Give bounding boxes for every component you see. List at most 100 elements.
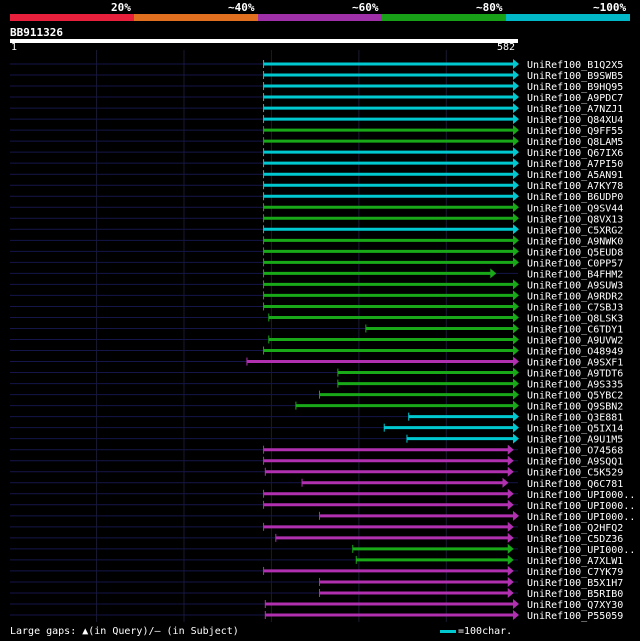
hit-label: UniRef100_A9NWK0	[527, 236, 623, 247]
hit-label: UniRef100_C0PP57	[527, 258, 623, 269]
hit-arrow	[513, 400, 519, 411]
hit-arrow	[513, 70, 519, 81]
hit-arrow	[507, 532, 514, 543]
hit-label: UniRef100_A9PDC7	[527, 93, 623, 104]
hit-arrow	[513, 510, 519, 521]
hit-label: UniRef100_Q9SBN2	[527, 402, 623, 413]
hit-label: UniRef100_Q3E881	[527, 413, 623, 424]
hit-label: UniRef100_Q8LSK3	[527, 313, 623, 324]
hit-arrow	[507, 565, 514, 576]
hit-label: UniRef100_A7KY78	[527, 181, 623, 192]
hit-arrow	[513, 202, 519, 213]
hit-arrow	[513, 136, 519, 147]
hit-arrow	[513, 301, 519, 312]
hit-arrow	[507, 543, 514, 554]
hit-label: UniRef100_A9SQQ1	[527, 457, 623, 468]
hit-label: UniRef100_Q84XU4	[527, 115, 623, 126]
hit-label: UniRef100_B1Q2X5	[527, 60, 623, 71]
legend-swatch	[10, 14, 134, 21]
hit-arrow	[513, 411, 519, 422]
query-end-label: 582	[497, 42, 516, 53]
query-id: BB911326	[10, 26, 63, 39]
hit-arrow	[513, 323, 519, 334]
hit-arrow	[513, 224, 519, 235]
query-bar	[10, 39, 518, 43]
hit-label: UniRef100_B5RIB0	[527, 589, 623, 600]
hit-label: UniRef100_UPI000..	[527, 501, 635, 512]
hit-arrow	[502, 477, 509, 488]
hit-label: UniRef100_Q67IX6	[527, 148, 623, 159]
hit-label: UniRef100_C7YK79	[527, 567, 623, 578]
hit-label: UniRef100_C5DZ36	[527, 534, 623, 545]
hit-arrow	[513, 180, 519, 191]
hit-arrow	[513, 433, 519, 444]
hit-arrow	[513, 334, 519, 345]
hit-label: UniRef100_B5X1H7	[527, 578, 623, 589]
hit-label: UniRef100_A9TDT6	[527, 369, 623, 380]
hit-label: UniRef100_Q7XY30	[527, 600, 623, 611]
query-start-label: 1	[11, 42, 18, 53]
hit-label: UniRef100_Q8VX13	[527, 214, 623, 225]
hit-label: UniRef100_Q5YBC2	[527, 391, 623, 402]
hit-label: UniRef100_B9HQ95	[527, 82, 623, 93]
hit-label: UniRef100_A9RDR2	[527, 291, 623, 302]
hit-label: UniRef100_C7SBJ3	[527, 302, 623, 313]
hit-label: UniRef100_UPI000..	[527, 545, 635, 556]
hit-label: UniRef100_O74568	[527, 446, 623, 457]
hit-arrow	[513, 235, 519, 246]
hit-arrow	[513, 356, 519, 367]
hit-arrow	[513, 257, 519, 268]
hit-arrow	[513, 169, 519, 180]
hit-label: UniRef100_Q9SV44	[527, 203, 623, 214]
hit-label: UniRef100_A7PI50	[527, 159, 623, 170]
legend-label: 20%	[111, 1, 131, 14]
legend-label: ~60%	[352, 1, 379, 14]
legend-swatch	[134, 14, 258, 21]
hit-arrow	[513, 367, 519, 378]
hit-arrow	[507, 587, 514, 598]
hit-arrow	[513, 246, 519, 257]
hit-arrow	[507, 521, 514, 532]
hit-label: UniRef100_Q9FF55	[527, 126, 623, 137]
hit-arrow	[507, 576, 514, 587]
hit-arrow	[513, 125, 519, 136]
scale-key: =100char.	[440, 626, 512, 637]
hit-label: UniRef100_B9SWB5	[527, 71, 623, 82]
scale-swatch	[440, 629, 456, 633]
hit-arrow	[513, 114, 519, 125]
hit-label: UniRef100_UPI000..	[527, 490, 635, 501]
hit-arrow	[507, 499, 514, 510]
hit-arrow	[513, 290, 519, 301]
hit-label: UniRef100_P55059	[527, 611, 623, 622]
hit-label: UniRef100_B6UDP0	[527, 192, 623, 203]
hit-label: UniRef100_A9UVW2	[527, 336, 623, 347]
hit-label: UniRef100_A9SXF1	[527, 358, 623, 369]
identity-legend: 20% ~40% ~60% ~80% ~100%	[10, 0, 630, 22]
hit-arrow	[513, 422, 519, 433]
hit-label: UniRef100_Q5IX14	[527, 424, 623, 435]
hit-arrow	[507, 554, 514, 565]
legend-label: ~80%	[476, 1, 503, 14]
hit-label: UniRef100_A9U1M5	[527, 435, 623, 446]
hit-arrow	[513, 345, 519, 356]
hit-arrow	[507, 444, 514, 455]
hit-arrow	[513, 191, 519, 202]
legend-label: ~100%	[593, 1, 627, 14]
hit-arrow	[490, 268, 497, 279]
hit-label: UniRef100_C6TDY1	[527, 324, 623, 335]
hit-arrow	[513, 610, 519, 620]
hit-label: UniRef100_A9SUW3	[527, 280, 623, 291]
hit-arrow	[513, 279, 519, 290]
hit-label: UniRef100_A7XLW1	[527, 556, 623, 567]
hit-label: UniRef100_A9S335	[527, 380, 623, 391]
hit-arrow	[513, 378, 519, 389]
legend-swatch	[258, 14, 382, 21]
hit-arrow	[513, 59, 519, 69]
hit-arrow	[513, 598, 519, 609]
hit-arrow	[513, 92, 519, 103]
hit-arrow	[507, 455, 514, 466]
legend-swatch	[382, 14, 506, 21]
hit-arrow	[513, 81, 519, 92]
hit-label: UniRef100_A7NZJ1	[527, 104, 623, 115]
